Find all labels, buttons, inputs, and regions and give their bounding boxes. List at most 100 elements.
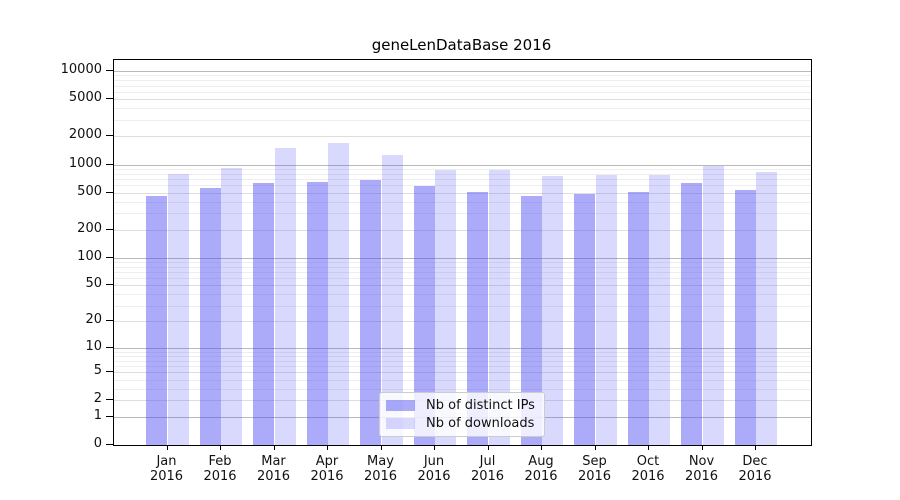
y-tickmark-10000 (106, 70, 113, 71)
gridline-100 (114, 257, 811, 259)
y-tickmark-0 (106, 444, 113, 445)
y-tickmark-1 (106, 415, 113, 417)
gridline-4000 (114, 108, 811, 110)
gridline-600 (114, 185, 811, 187)
gridline-1000 (114, 164, 811, 166)
gridline-10 (114, 347, 811, 349)
bar-downloads-oct (649, 174, 671, 445)
x-tickmark-nov (701, 445, 703, 450)
gridline-9 (114, 351, 811, 353)
gridline-8000 (114, 80, 811, 82)
gridline-300 (114, 213, 811, 215)
bar-distinct-ips-aug (520, 196, 542, 445)
y-tick-label-200: 200 (77, 220, 102, 236)
gridline-80 (114, 266, 811, 268)
x-tickmark-jul (487, 445, 489, 450)
y-tick-label-0: 0 (93, 436, 102, 451)
bar-downloads-jan (167, 173, 189, 445)
y-tick-label-500: 500 (77, 183, 102, 199)
y-tick-label-2: 2 (93, 391, 102, 407)
x-tick-label-mar: Mar 2016 (256, 454, 291, 484)
x-tick-label-sep: Sep 2016 (577, 454, 612, 484)
plot-area (113, 59, 812, 446)
y-tickmark-2 (106, 399, 113, 401)
bar-distinct-ips-jul (467, 192, 489, 445)
y-tickmark-5000 (106, 98, 113, 100)
gridline-50 (114, 285, 811, 287)
x-tick-label-oct: Oct 2016 (631, 454, 665, 484)
y-tickmark-500 (106, 191, 113, 193)
x-tick-label-may: May 2016 (363, 454, 398, 484)
x-tickmark-feb (220, 445, 221, 450)
gridline-7000 (114, 85, 811, 87)
gridline-8 (114, 355, 811, 357)
gridline-400 (114, 201, 811, 203)
x-tickmark-aug (541, 445, 542, 450)
y-tickmark-20 (106, 320, 113, 322)
x-tickmark-mar (273, 445, 275, 450)
gridline-90 (114, 261, 811, 263)
gridline-9000 (114, 75, 811, 77)
legend: Nb of distinct IPs Nb of downloads (379, 392, 545, 437)
legend-label-distinct-ips: Nb of distinct IPs (426, 398, 535, 413)
bar-downloads-dec (756, 172, 778, 445)
gridline-20 (114, 321, 811, 323)
bar-distinct-ips-feb (199, 188, 221, 445)
gridline-200 (114, 229, 811, 231)
x-tickmark-oct (648, 445, 649, 450)
y-tick-label-10: 10 (85, 338, 102, 354)
bar-distinct-ips-apr (306, 182, 328, 445)
bar-distinct-ips-jan (146, 196, 168, 445)
gridline-900 (114, 168, 811, 170)
y-tickmark-10 (106, 346, 113, 348)
y-tick-label-5: 5 (93, 363, 102, 379)
gridline-5000 (114, 99, 811, 101)
x-tick-label-jan: Jan 2016 (149, 454, 184, 484)
bar-downloads-nov (702, 165, 724, 445)
x-tickmark-dec (755, 445, 756, 450)
bar-distinct-ips-nov (681, 182, 703, 445)
x-tick-label-feb: Feb 2016 (203, 454, 237, 484)
x-tickmark-jun (434, 445, 435, 450)
legend-swatch-downloads (386, 418, 415, 429)
bar-distinct-ips-dec (734, 190, 756, 445)
y-tickmark-1000 (106, 163, 113, 165)
bar-downloads-may (381, 154, 403, 445)
y-tick-label-5000: 5000 (68, 90, 102, 106)
y-tick-label-1: 1 (93, 407, 102, 423)
legend-swatch-distinct-ips (386, 400, 415, 411)
y-tickmark-100 (106, 256, 113, 258)
gridline-70 (114, 271, 811, 273)
x-tickmark-apr (327, 445, 328, 450)
x-tick-label-nov: Nov 2016 (684, 454, 719, 484)
bar-distinct-ips-sep (574, 194, 596, 445)
y-tick-label-2000: 2000 (68, 127, 102, 143)
gridline-10000 (114, 71, 811, 72)
gridline-3000 (114, 119, 811, 121)
y-tick-label-100: 100 (77, 248, 102, 264)
bar-distinct-ips-mar (253, 182, 275, 445)
gridline-3 (114, 388, 811, 390)
y-tick-label-20: 20 (85, 312, 102, 328)
chart-title: geneLenDataBase 2016 (371, 36, 552, 54)
bar-distinct-ips-may (360, 179, 382, 445)
x-tickmark-may (380, 445, 382, 450)
bar-downloads-mar (274, 148, 296, 445)
legend-row-downloads: Nb of downloads (386, 416, 538, 431)
gridline-40 (114, 294, 811, 296)
x-tick-label-jul: Jul 2016 (470, 454, 505, 484)
x-tick-label-aug: Aug 2016 (524, 454, 558, 484)
bar-downloads-feb (221, 168, 243, 445)
legend-row-distinct-ips: Nb of distinct IPs (386, 398, 538, 413)
bar-distinct-ips-jun (413, 185, 435, 445)
x-tick-label-jun: Jun 2016 (417, 454, 451, 484)
x-tick-label-dec: Dec 2016 (738, 454, 772, 484)
gridline-7 (114, 360, 811, 362)
gridline-6000 (114, 91, 811, 93)
y-tickmark-50 (106, 284, 113, 286)
bar-downloads-sep (595, 174, 617, 445)
gridline-6 (114, 366, 811, 367)
gridline-2000 (114, 136, 811, 138)
bar-downloads-jun (435, 170, 457, 445)
